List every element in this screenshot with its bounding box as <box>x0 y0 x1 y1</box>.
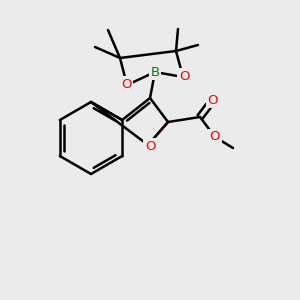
Text: O: O <box>210 130 220 143</box>
Text: B: B <box>150 65 160 79</box>
Text: O: O <box>208 94 218 106</box>
Text: O: O <box>145 140 155 152</box>
Text: O: O <box>179 70 189 83</box>
Text: O: O <box>121 77 131 91</box>
